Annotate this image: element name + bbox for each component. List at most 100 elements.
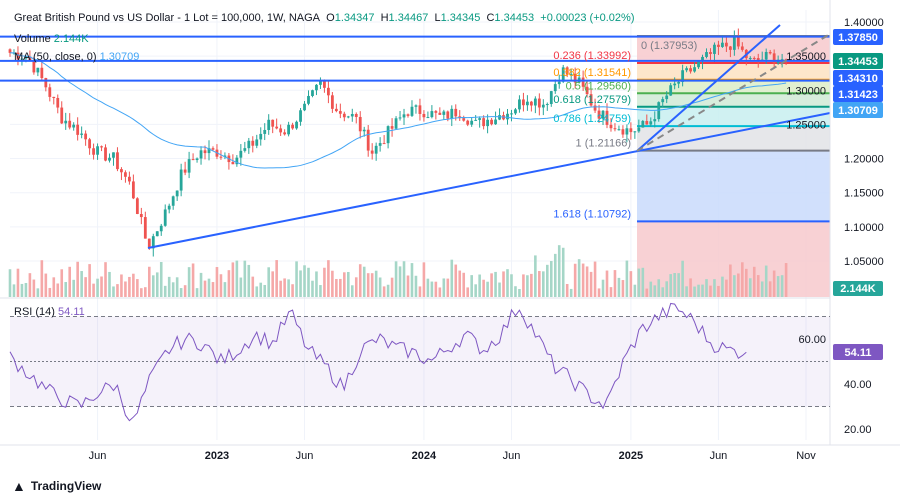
candle-body <box>147 238 151 249</box>
candle-body <box>267 119 271 130</box>
volume-bar <box>697 284 700 297</box>
candle-body <box>271 119 275 127</box>
candle-body <box>573 73 577 83</box>
volume-bar <box>645 288 649 297</box>
volume-bar <box>737 273 740 297</box>
candle-body <box>597 110 601 119</box>
candle-body <box>124 172 127 177</box>
candle-body <box>24 56 28 59</box>
volume-bar <box>195 288 199 297</box>
fib-zone <box>637 126 830 151</box>
volume-bar <box>557 245 561 297</box>
volume-bar <box>343 272 346 297</box>
volume-bar <box>593 261 597 297</box>
candle-body <box>510 113 513 115</box>
volume-label-text: 2.144K <box>840 283 876 295</box>
volume-bar <box>669 274 672 297</box>
volume-bar <box>247 264 251 297</box>
price-label-text: 1.34310 <box>838 73 878 85</box>
candle-body <box>486 119 489 127</box>
ma-value: 1.30709 <box>99 51 140 63</box>
volume-bar <box>239 277 243 297</box>
candle-body <box>327 87 330 96</box>
candle-body <box>187 159 191 173</box>
volume-bar <box>366 273 370 297</box>
long-trend-line <box>147 112 831 249</box>
volume-bar <box>386 284 390 297</box>
volume-bar <box>315 271 318 297</box>
candle-body <box>334 108 338 112</box>
open-value: 1.34347 <box>334 12 375 24</box>
candle-body <box>748 57 752 59</box>
candle-body <box>462 118 466 121</box>
volume-bar <box>601 279 605 297</box>
time-tick-label: 2024 <box>412 450 437 462</box>
candle-body <box>553 84 557 92</box>
volume-bar <box>621 280 625 297</box>
volume-bar <box>299 270 302 297</box>
price-label-badge <box>833 86 883 102</box>
volume-bar <box>350 285 354 297</box>
volume-bar <box>585 266 589 297</box>
time-tick-label: Jun <box>89 450 107 462</box>
volume-bar <box>458 270 462 297</box>
fib-level-label: 0.236 (1.33992) <box>553 50 631 62</box>
candle-body <box>84 133 88 140</box>
volume-bar <box>653 285 657 297</box>
candle-body <box>76 124 80 135</box>
volume-bar <box>462 272 466 297</box>
time-tick-label: Jun <box>710 450 728 462</box>
volume-bar <box>136 279 139 297</box>
candle-body <box>593 105 597 111</box>
candle-body <box>442 111 446 115</box>
candle-body <box>259 133 263 140</box>
candle-body <box>514 109 517 114</box>
volume-bar <box>780 275 784 297</box>
candle-body <box>283 132 287 135</box>
candle-body <box>641 120 645 128</box>
volume-bar <box>132 273 135 297</box>
volume-bar <box>776 276 780 297</box>
volume-bar <box>36 288 40 297</box>
candle-body <box>705 52 708 57</box>
candle-body <box>159 225 163 232</box>
volume-bar <box>231 262 235 297</box>
volume-value: 2.144K <box>53 33 89 45</box>
volume-bar <box>251 276 255 297</box>
candle-body <box>494 119 497 125</box>
candle-body <box>44 78 48 88</box>
volume-bar <box>538 271 541 297</box>
candle-body <box>251 140 255 146</box>
candle-body <box>725 42 728 47</box>
volume-bar <box>573 263 577 297</box>
candle-body <box>526 101 529 106</box>
tradingview-logo[interactable]: ▲ TradingView <box>12 478 101 494</box>
volume-bar <box>223 282 227 297</box>
candle-body <box>315 84 318 91</box>
volume-bar <box>378 277 382 297</box>
candle-body <box>661 99 665 103</box>
low-value: 1.34345 <box>440 12 481 24</box>
volume-bar <box>677 273 680 297</box>
candle-body <box>108 157 111 161</box>
candle-body <box>721 42 724 47</box>
candle-body <box>629 128 633 133</box>
fib-zone <box>637 106 830 127</box>
volume-bar <box>347 271 350 297</box>
candle-body <box>263 129 267 134</box>
candle-body <box>478 118 482 120</box>
candle-body <box>709 52 712 54</box>
candle-body <box>422 113 426 118</box>
time-tick-label: Jun <box>503 450 521 462</box>
volume-bar <box>20 283 24 297</box>
volume-bar <box>327 260 330 297</box>
candle-body <box>740 46 744 50</box>
volume-bar <box>741 262 744 297</box>
dashed-trend-line <box>636 33 831 152</box>
candle-body <box>358 116 362 132</box>
volume-bar <box>307 267 310 297</box>
volume-label: Volume <box>14 33 51 45</box>
candle-body <box>116 152 119 170</box>
